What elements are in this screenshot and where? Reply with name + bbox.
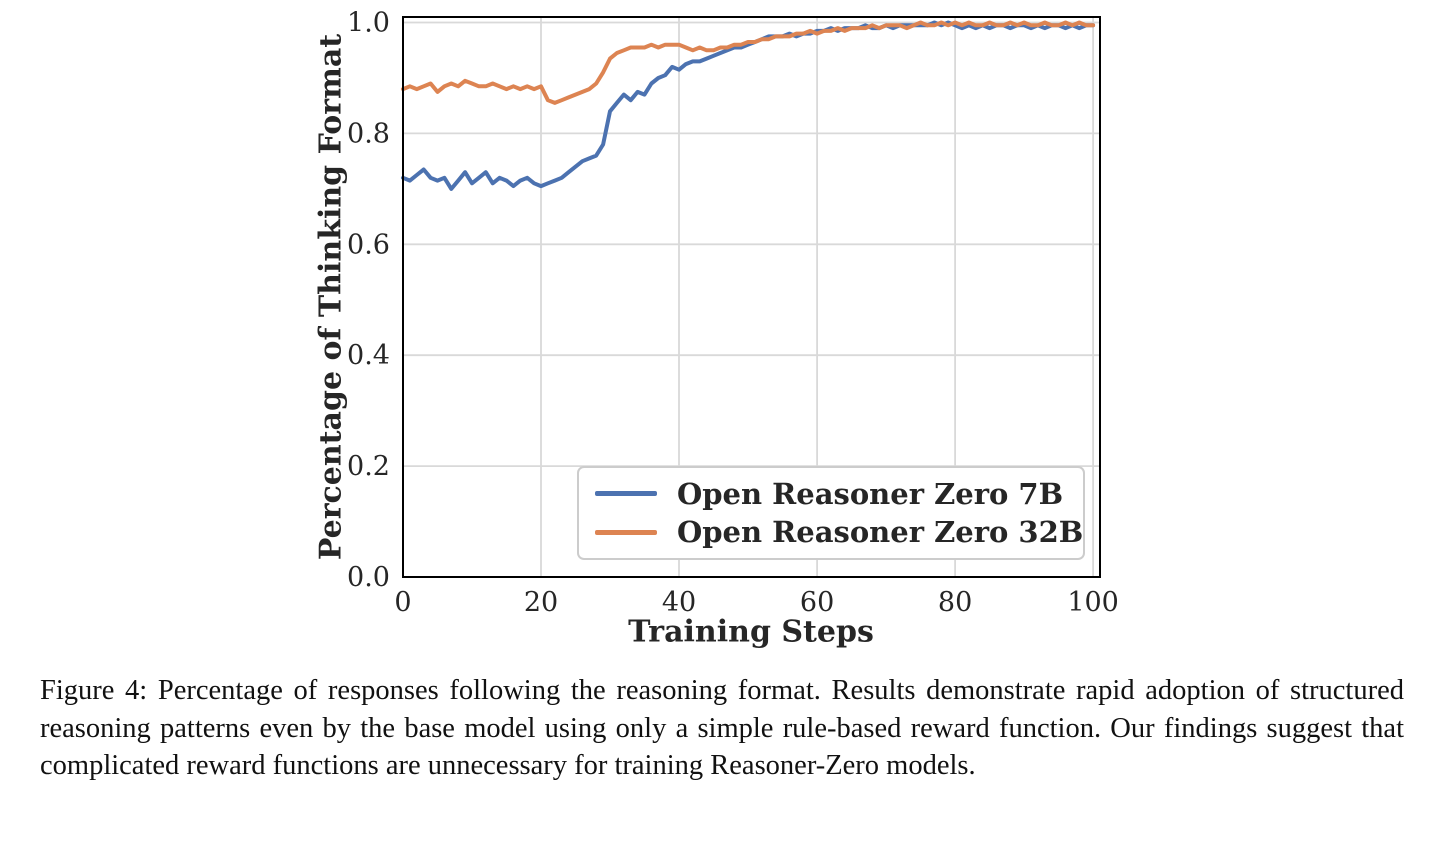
figure-caption: Figure 4: Percentage of responses follow… [40,675,1404,782]
x-tick-label: 80 [938,587,972,618]
x-tick-label: 20 [524,587,558,618]
legend-line-swatch [595,491,657,497]
y-tick-label: 1.0 [347,8,390,39]
y-tick-label: 0.2 [347,451,390,482]
chart-canvas: 0 20 40 60 80 100 0.0 0.2 0.4 0.6 0.8 1.0 [347,8,1119,619]
chart-legend: Open Reasoner Zero 7B Open Reasoner Zero … [577,466,1085,560]
series-line-32b [401,20,1096,105]
x-tick-label: 100 [1067,587,1119,618]
y-axis-label: Percentage of Thinking Format [313,33,349,561]
x-tick-label: 0 [394,587,411,618]
x-tick-label: 60 [800,587,834,618]
legend-line-swatch [595,529,657,535]
y-tick-label: 0.0 [347,562,390,593]
legend-label: Open Reasoner Zero 7B [677,476,1064,511]
legend-item: Open Reasoner Zero 7B [595,477,1083,511]
legend-label: Open Reasoner Zero 32B [677,515,1084,550]
y-tick-label: 0.6 [347,229,390,260]
legend-item: Open Reasoner Zero 32B [595,515,1083,549]
line-chart: 0 20 40 60 80 100 0.0 0.2 0.4 0.6 0.8 1.0 Percentag… [313,8,1119,650]
y-tick-label: 0.8 [347,118,390,149]
series-line-7b [401,20,1096,191]
plot-border [402,16,1101,578]
y-tick-label: 0.4 [347,340,390,371]
x-axis-label: Training Steps [628,614,874,650]
x-tick-label: 40 [662,587,696,618]
